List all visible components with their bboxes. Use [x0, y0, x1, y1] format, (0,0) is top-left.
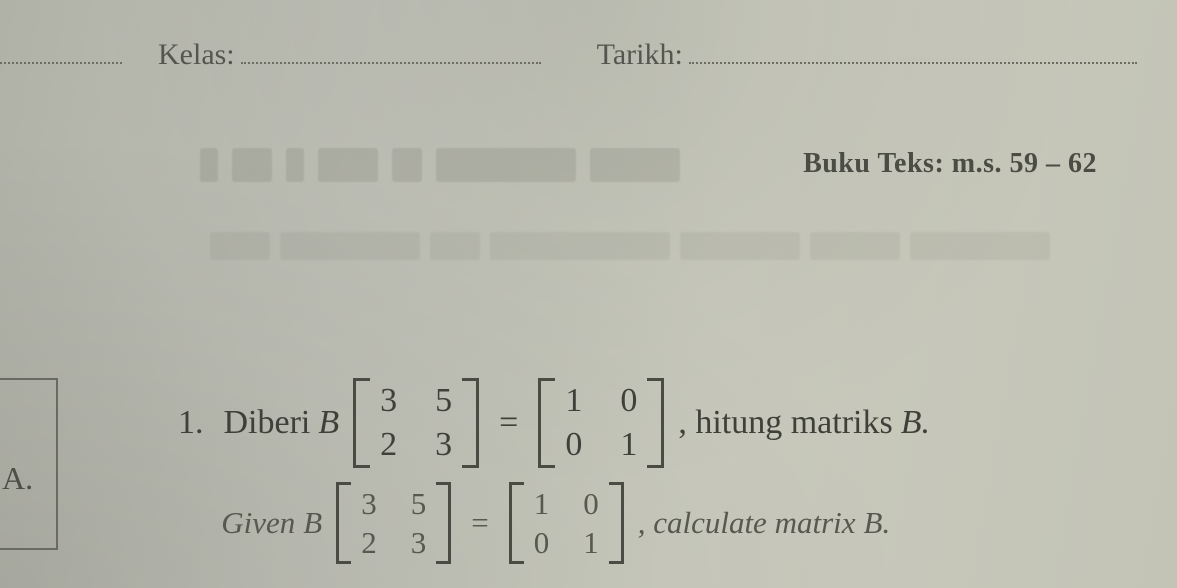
bracket-left-icon	[336, 482, 351, 564]
q1-line-ms: 1. Diberi B 3 5 2 3 = 1 0 0	[178, 378, 1137, 468]
q1-en-matrix-A: 3 5 2 3	[336, 482, 451, 564]
q1-en-matrix-I: 1 0 0 1	[509, 482, 624, 564]
bracket-right-icon	[647, 378, 664, 468]
kelas-blank-line	[241, 62, 541, 64]
q1-en-var: B	[303, 505, 322, 541]
bracket-left-icon	[353, 378, 370, 468]
bracket-right-icon	[609, 482, 624, 564]
q1-number: 1.	[178, 404, 204, 442]
mI2-r1c1: 1	[534, 488, 550, 519]
mI2-r1c2: 0	[583, 488, 599, 519]
mA2-r1c2: 5	[411, 488, 427, 519]
mI-r1c2: 0	[620, 384, 637, 418]
section-label: A.	[2, 460, 33, 497]
q1-en-matrix-I-grid: 1 0 0 1	[524, 482, 609, 564]
q1-ms-lead: Diberi	[224, 404, 311, 442]
bracket-right-icon	[436, 482, 451, 564]
tarikh-label: Tarikh:	[597, 38, 683, 72]
mA-r2c1: 2	[380, 428, 397, 462]
q1-ms-tail: , hitung matriks	[678, 404, 892, 442]
tarikh-blank-line	[689, 62, 1137, 64]
mI-r1c1: 1	[565, 384, 582, 418]
kelas-label: Kelas:	[158, 38, 235, 72]
q1-ms-var: B	[318, 404, 339, 442]
mA-r2c2: 3	[435, 428, 452, 462]
ghost-bleedthrough-2	[210, 232, 1090, 260]
mA-r1c2: 5	[435, 384, 452, 418]
q1-en-matrix-A-grid: 3 5 2 3	[351, 482, 436, 564]
mI-r2c1: 0	[565, 428, 582, 462]
bracket-right-icon	[462, 378, 479, 468]
q1-matrix-A: 3 5 2 3	[353, 378, 479, 468]
q1-ms-tail-var: B.	[901, 404, 930, 442]
q1-en-eq: =	[471, 505, 488, 541]
q1-en-lead: Given	[221, 505, 295, 541]
question-1: 1. Diberi B 3 5 2 3 = 1 0 0	[178, 378, 1137, 578]
worksheet-page: Kelas: Tarikh: Buku Teks: m.s. 59 – 62 A…	[0, 0, 1177, 588]
q1-matrix-I-grid: 1 0 0 1	[555, 378, 647, 468]
mA-r1c1: 3	[380, 384, 397, 418]
q1-en-tail: , calculate matrix	[638, 505, 856, 541]
mI2-r2c1: 0	[534, 527, 550, 558]
q1-line-en: 1. Given B 3 5 2 3 = 1 0 0	[178, 482, 1137, 564]
textbook-reference: Buku Teks: m.s. 59 – 62	[803, 148, 1097, 180]
header-row: Kelas: Tarikh:	[0, 38, 1137, 72]
bracket-left-icon	[509, 482, 524, 564]
mI-r2c2: 1	[620, 428, 637, 462]
mI2-r2c2: 1	[583, 527, 599, 558]
q1-eq: =	[499, 404, 518, 442]
mA2-r1c1: 3	[361, 488, 377, 519]
ghost-bleedthrough-1	[200, 148, 740, 182]
header-left-dots	[0, 62, 122, 64]
mA2-r2c1: 2	[361, 527, 377, 558]
bracket-left-icon	[538, 378, 555, 468]
mA2-r2c2: 3	[411, 527, 427, 558]
q1-en-tail-var: B.	[864, 505, 891, 541]
q1-matrix-A-grid: 3 5 2 3	[370, 378, 462, 468]
q1-matrix-I: 1 0 0 1	[538, 378, 664, 468]
